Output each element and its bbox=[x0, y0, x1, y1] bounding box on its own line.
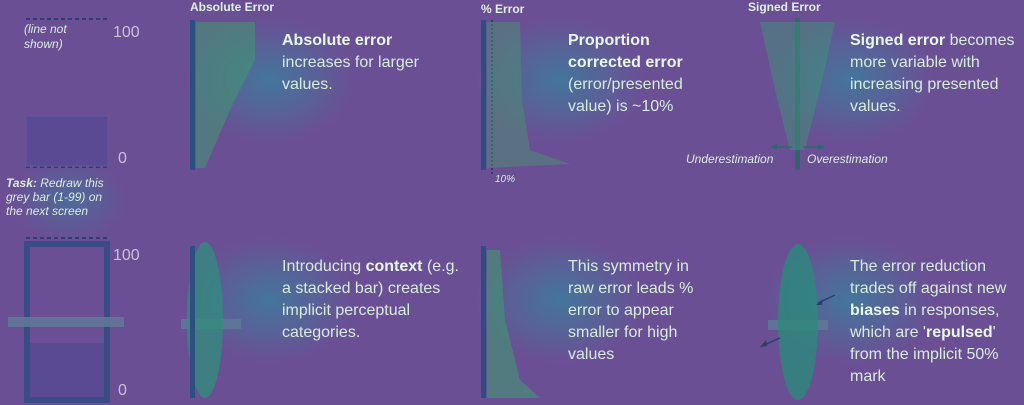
grey-stimulus-bar bbox=[25, 115, 109, 167]
stacked-bar-fill bbox=[30, 343, 104, 397]
context-bold: context bbox=[365, 258, 423, 275]
signed-error-lead: Signed error bbox=[850, 32, 946, 49]
signed-error-rest: becomes more variable with increasing pr… bbox=[850, 32, 1015, 115]
symmetry-description: This symmetry in raw error leads % error… bbox=[568, 258, 694, 363]
context-pre: Introducing bbox=[282, 258, 366, 275]
pct-error-cloud bbox=[487, 22, 570, 168]
signed-error-header: Signed Error bbox=[748, 0, 821, 14]
tick-100-bottom: 100 bbox=[113, 247, 140, 264]
midline-band bbox=[8, 317, 124, 327]
task-instruction: Task: Redraw this grey bar (1-99) on the… bbox=[6, 176, 116, 218]
pct-error-axis bbox=[481, 20, 486, 170]
bias-pre: The error reduction trades off against n… bbox=[850, 258, 1007, 297]
bias-description: The error reduction trades off against n… bbox=[850, 256, 1022, 388]
overestimation-arrowhead bbox=[818, 144, 825, 150]
task-text: Redraw this grey bar (1-99) on the next … bbox=[6, 176, 104, 218]
abs-error-rest: increases for larger values. bbox=[282, 54, 419, 93]
overestimation-label: Overestimation bbox=[807, 152, 888, 166]
bias-cloud bbox=[778, 244, 818, 400]
signed-error-cloud bbox=[760, 22, 835, 150]
pct-error-header: % Error bbox=[481, 2, 525, 16]
tick-100-top: 100 bbox=[113, 24, 140, 41]
pct-error-lead: Proportion corrected error bbox=[568, 32, 683, 71]
abs-error-axis bbox=[190, 20, 195, 170]
tick-0-bottom: 0 bbox=[118, 382, 127, 399]
signed-error-axis bbox=[795, 18, 800, 170]
line-not-shown-note: (line not shown) bbox=[24, 22, 67, 51]
symmetry-axis bbox=[481, 246, 486, 398]
symmetry-cloud bbox=[487, 250, 540, 398]
abs-error-description: Absolute error increases for larger valu… bbox=[282, 30, 452, 96]
context-axis-1 bbox=[190, 246, 195, 398]
task-prefix: Task: bbox=[6, 176, 37, 190]
repulsion-arrowhead-down bbox=[760, 340, 767, 347]
abs-error-cloud bbox=[196, 22, 255, 168]
biases-bold: biases bbox=[850, 302, 900, 319]
pct-error-rest: (error/presented value) is ~10% bbox=[568, 76, 683, 115]
pct-axis-note: 10% bbox=[495, 174, 516, 185]
pct-error-description: Proportion corrected error (error/presen… bbox=[568, 30, 718, 118]
bias-mid: in responses, which are ' bbox=[850, 302, 1000, 341]
bias-post: ' from the implicit 50% mark bbox=[850, 324, 999, 385]
underestimation-arrowhead bbox=[770, 144, 777, 150]
context-post: (e.g. a stacked bar) creates implicit pe… bbox=[282, 258, 459, 341]
signed-error-description: Signed error becomes more variable with … bbox=[850, 30, 1022, 118]
absolute-error-header: Absolute Error bbox=[190, 0, 275, 14]
abs-error-lead: Absolute error bbox=[282, 32, 393, 49]
repulsion-arrowhead-up bbox=[816, 299, 823, 305]
repulsed-bold: repulsed bbox=[925, 324, 993, 341]
underestimation-label: Underestimation bbox=[686, 152, 774, 166]
tick-0-top: 0 bbox=[118, 150, 127, 167]
context-description: Introducing context (e.g. a stacked bar)… bbox=[282, 256, 462, 344]
context-cloud-1 bbox=[187, 242, 223, 398]
